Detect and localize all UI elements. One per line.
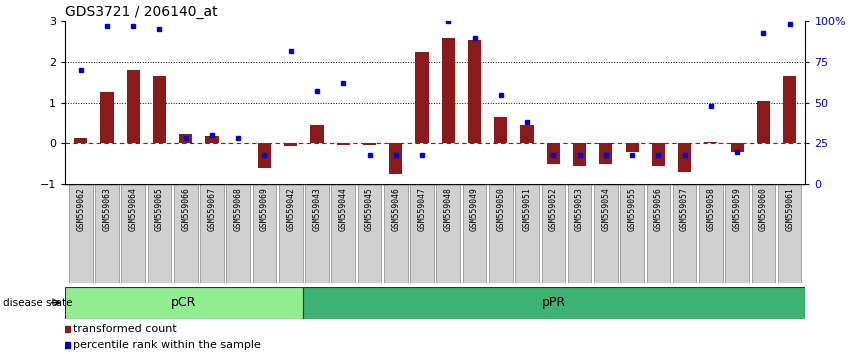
Bar: [647, 184, 670, 283]
Bar: [778, 184, 801, 283]
Text: GSM559056: GSM559056: [654, 187, 662, 231]
Bar: [74, 138, 87, 143]
Bar: [726, 184, 749, 283]
Text: GSM559043: GSM559043: [313, 187, 321, 231]
Text: GSM559058: GSM559058: [707, 187, 715, 231]
Bar: [284, 143, 297, 146]
Bar: [303, 287, 805, 319]
Bar: [65, 287, 303, 319]
Bar: [468, 40, 481, 143]
Text: GSM559060: GSM559060: [759, 187, 768, 231]
Bar: [258, 143, 271, 168]
Bar: [69, 184, 93, 283]
Bar: [573, 143, 586, 166]
Bar: [179, 135, 192, 143]
Text: GSM559069: GSM559069: [260, 187, 269, 231]
Text: GSM559057: GSM559057: [680, 187, 689, 231]
Bar: [652, 143, 665, 166]
Bar: [494, 117, 507, 143]
Bar: [384, 184, 408, 283]
Bar: [462, 184, 487, 283]
Bar: [389, 143, 403, 174]
Bar: [678, 143, 691, 172]
Bar: [100, 92, 113, 143]
Bar: [226, 184, 250, 283]
Bar: [625, 143, 638, 152]
Text: GSM559053: GSM559053: [575, 187, 584, 231]
Bar: [358, 184, 381, 283]
Text: GSM559050: GSM559050: [496, 187, 505, 231]
Bar: [253, 184, 276, 283]
Bar: [489, 184, 513, 283]
Bar: [148, 184, 171, 283]
Bar: [673, 184, 696, 283]
Text: GSM559062: GSM559062: [76, 187, 85, 231]
Bar: [174, 184, 197, 283]
Bar: [568, 184, 591, 283]
Text: GSM559048: GSM559048: [443, 187, 453, 231]
Text: transformed count: transformed count: [73, 324, 177, 334]
Bar: [699, 184, 722, 283]
Text: GSM559046: GSM559046: [391, 187, 400, 231]
Bar: [752, 184, 775, 283]
Bar: [310, 125, 324, 143]
Bar: [200, 184, 223, 283]
Bar: [126, 70, 139, 143]
Text: GDS3721 / 206140_at: GDS3721 / 206140_at: [65, 5, 217, 19]
Text: GSM559051: GSM559051: [522, 187, 532, 231]
Bar: [205, 136, 218, 143]
Bar: [305, 184, 329, 283]
Bar: [541, 184, 565, 283]
Text: GSM559047: GSM559047: [417, 187, 427, 231]
Bar: [410, 184, 434, 283]
Text: GSM559044: GSM559044: [339, 187, 348, 231]
Text: GSM559065: GSM559065: [155, 187, 164, 231]
Bar: [442, 38, 455, 143]
Text: pPR: pPR: [542, 296, 566, 309]
Bar: [599, 143, 612, 164]
Bar: [363, 143, 376, 145]
Bar: [757, 101, 770, 143]
Bar: [332, 184, 355, 283]
Text: GSM559055: GSM559055: [628, 187, 637, 231]
Bar: [153, 76, 166, 143]
Bar: [436, 184, 460, 283]
Bar: [704, 142, 717, 143]
Text: percentile rank within the sample: percentile rank within the sample: [73, 340, 261, 350]
Bar: [783, 76, 796, 143]
Text: GSM559061: GSM559061: [785, 187, 794, 231]
Text: GSM559049: GSM559049: [470, 187, 479, 231]
Text: pCR: pCR: [171, 296, 197, 309]
Bar: [279, 184, 302, 283]
Text: GSM559063: GSM559063: [102, 187, 112, 231]
Bar: [546, 143, 560, 164]
Bar: [95, 184, 119, 283]
Bar: [620, 184, 644, 283]
Bar: [121, 184, 145, 283]
Text: GSM559064: GSM559064: [129, 187, 138, 231]
Text: GSM559054: GSM559054: [601, 187, 611, 231]
Bar: [515, 184, 539, 283]
Bar: [416, 52, 429, 143]
Bar: [337, 143, 350, 145]
Text: GSM559067: GSM559067: [208, 187, 216, 231]
Text: GSM559045: GSM559045: [365, 187, 374, 231]
Text: GSM559059: GSM559059: [733, 187, 741, 231]
Bar: [594, 184, 617, 283]
Bar: [731, 143, 744, 152]
Text: GSM559052: GSM559052: [549, 187, 558, 231]
Text: GSM559066: GSM559066: [181, 187, 191, 231]
Bar: [520, 125, 533, 143]
Text: GSM559042: GSM559042: [287, 187, 295, 231]
Text: GSM559068: GSM559068: [234, 187, 242, 231]
Text: disease state: disease state: [3, 298, 72, 308]
